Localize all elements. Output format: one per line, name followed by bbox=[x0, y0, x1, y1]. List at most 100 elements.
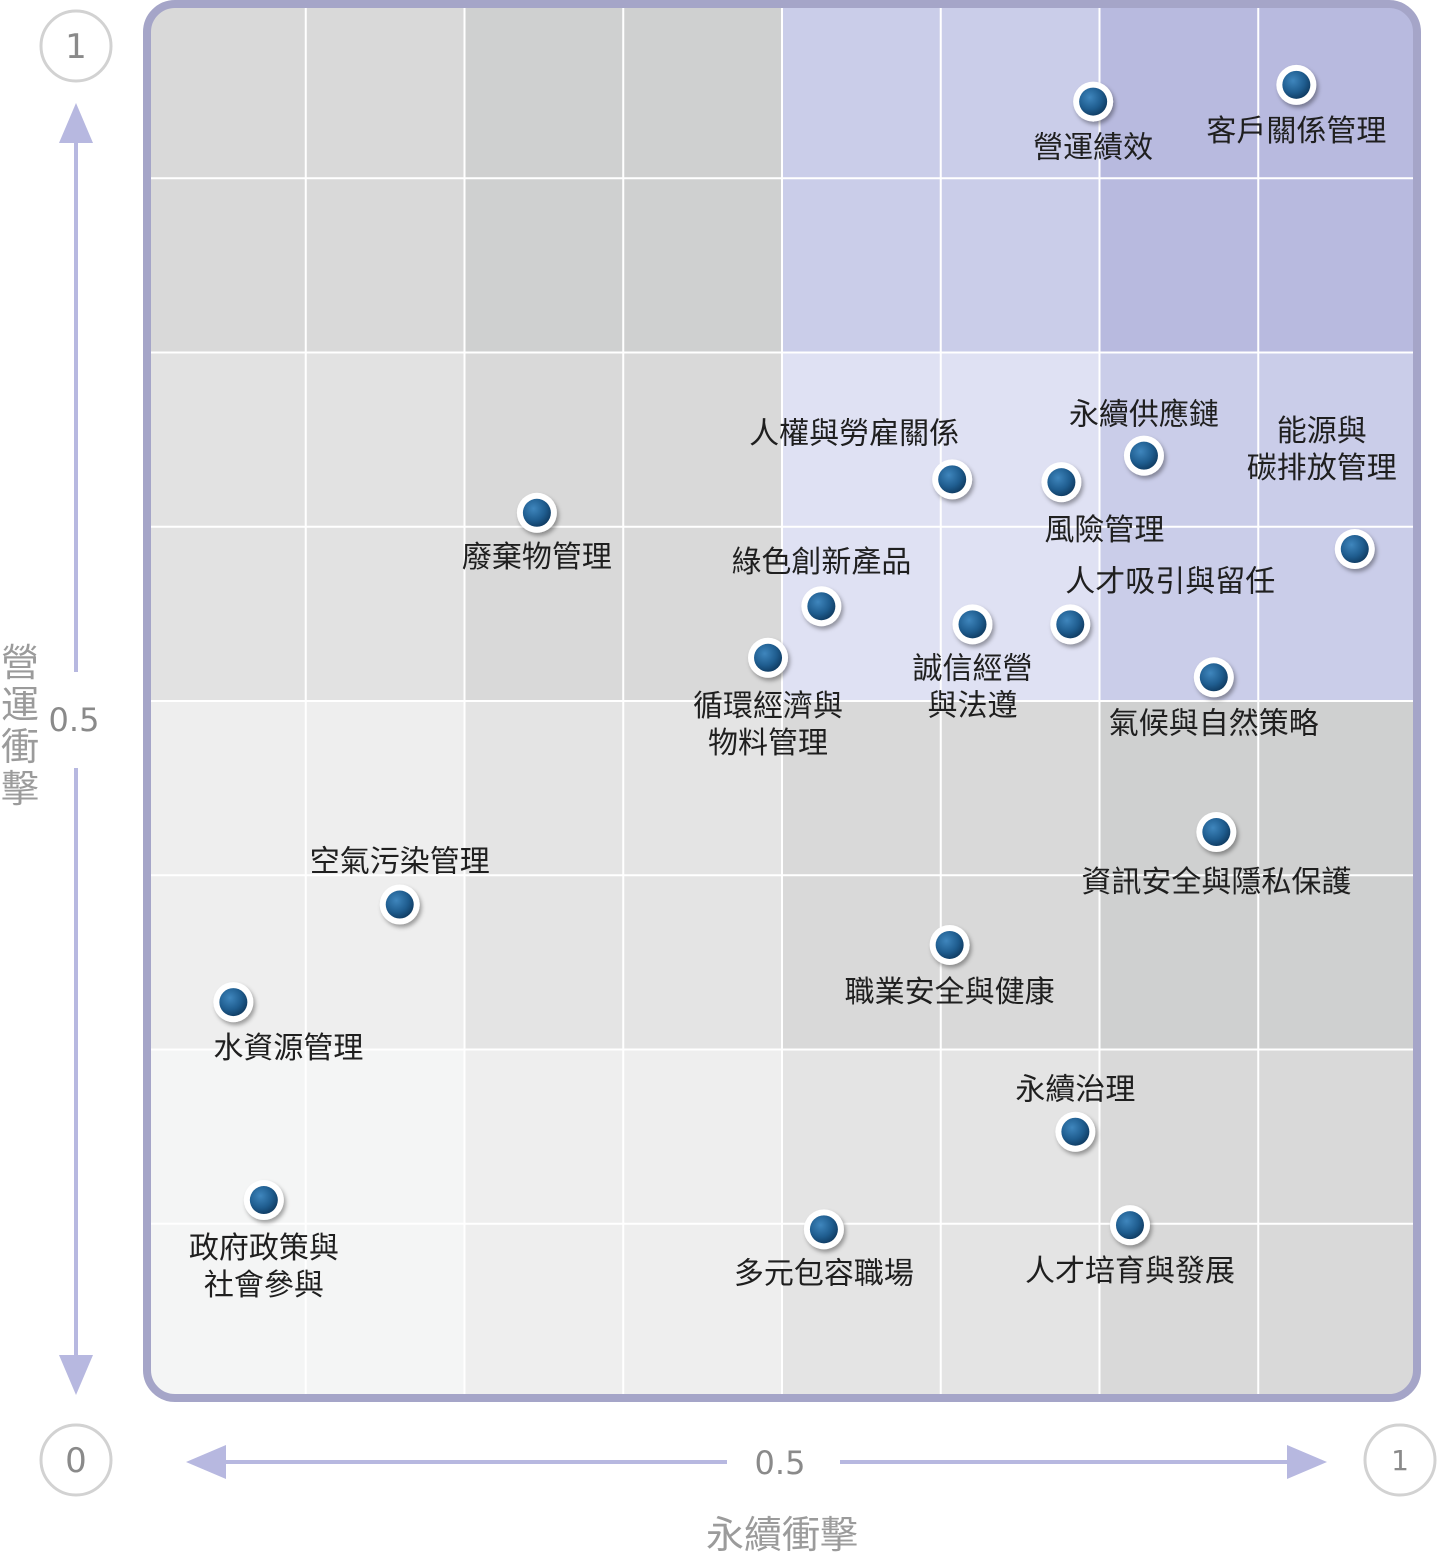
y-axis-title: 營運衝擊 bbox=[1, 641, 39, 811]
zone-cell bbox=[1258, 178, 1417, 353]
data-point bbox=[935, 930, 964, 959]
zone-cell bbox=[940, 701, 1100, 876]
data-point-label: 水資源管理 bbox=[213, 1031, 363, 1066]
data-point-label: 人才吸引與留任 bbox=[1065, 564, 1275, 599]
x-axis-arrow bbox=[186, 1445, 1327, 1479]
zone-cell bbox=[464, 178, 624, 353]
zone-cell bbox=[782, 701, 942, 876]
zone-cell bbox=[940, 178, 1100, 353]
zone-cell bbox=[940, 875, 1100, 1050]
data-point bbox=[522, 498, 551, 527]
data-point-label: 誠信經營與法遵 bbox=[913, 651, 1033, 723]
zone-cell bbox=[623, 875, 783, 1050]
zone-cell bbox=[305, 178, 465, 353]
zone-cell bbox=[1258, 352, 1417, 528]
zone-cell bbox=[940, 1223, 1100, 1398]
zone-cell bbox=[623, 1223, 783, 1398]
origin-marker: 0 bbox=[39, 1423, 113, 1497]
zone-cell bbox=[1258, 701, 1417, 876]
zone-cell bbox=[147, 526, 307, 702]
zone-cell bbox=[623, 178, 783, 353]
zone-cell bbox=[305, 1049, 465, 1225]
data-point-label: 多元包容職場 bbox=[734, 1256, 914, 1291]
data-point-label: 永續供應鏈 bbox=[1069, 398, 1219, 433]
zone-cell bbox=[1099, 701, 1259, 876]
x-mid-tick-label: 0.5 bbox=[755, 1444, 806, 1482]
zone-cell bbox=[1258, 875, 1417, 1050]
zone-cell bbox=[464, 875, 624, 1050]
zone-cell bbox=[1099, 178, 1259, 353]
zone-cell bbox=[623, 701, 783, 876]
data-point-label: 永續治理 bbox=[1015, 1073, 1135, 1108]
zone-cell bbox=[1099, 526, 1259, 702]
zone-cell bbox=[305, 4, 465, 179]
data-point-label: 客戶關係管理 bbox=[1206, 114, 1386, 149]
data-point-label: 職業安全與健康 bbox=[845, 975, 1055, 1010]
data-point bbox=[1079, 87, 1108, 116]
zone-cell bbox=[305, 352, 465, 528]
zone-cell bbox=[623, 352, 783, 528]
gridlines bbox=[147, 4, 1417, 1398]
data-point-label: 循環經濟與物料管理 bbox=[693, 689, 843, 761]
zone-cell bbox=[305, 1223, 465, 1398]
data-point bbox=[958, 610, 987, 639]
data-point-label: 廢棄物管理 bbox=[462, 540, 612, 575]
x-axis-title: 永續衝擊 bbox=[706, 1513, 858, 1554]
zone-cell bbox=[147, 4, 307, 179]
data-point-label: 氣候與自然策略 bbox=[1109, 706, 1319, 741]
zone-cell bbox=[147, 1223, 307, 1398]
data-point bbox=[249, 1186, 278, 1215]
data-point bbox=[219, 988, 248, 1017]
zone-cell bbox=[464, 1223, 624, 1398]
data-point-label: 人權與勞雇關係 bbox=[749, 416, 959, 451]
zone-cell bbox=[782, 1049, 942, 1225]
data-point-label: 風險管理 bbox=[1044, 513, 1164, 548]
zone-cell bbox=[623, 4, 783, 179]
zone-cell bbox=[1258, 1049, 1417, 1225]
zone-cell bbox=[782, 875, 942, 1050]
data-point-label: 空氣污染管理 bbox=[310, 845, 490, 880]
y-mid-tick-label: 0.5 bbox=[49, 701, 100, 739]
data-point-label: 綠色創新產品 bbox=[731, 545, 911, 580]
zone-cell bbox=[940, 352, 1100, 528]
zone-cell bbox=[623, 1049, 783, 1225]
heatmap-background bbox=[147, 4, 1417, 1398]
zone-cell bbox=[464, 1049, 624, 1225]
zone-cell bbox=[1099, 352, 1259, 528]
zone-cell bbox=[305, 526, 465, 702]
zone-cell bbox=[782, 352, 942, 528]
data-point bbox=[754, 643, 783, 672]
zone-cell bbox=[940, 4, 1100, 179]
zone-cell bbox=[147, 178, 307, 353]
data-point bbox=[1340, 535, 1369, 564]
data-point bbox=[938, 465, 967, 494]
y-max-marker: 1 bbox=[39, 9, 113, 83]
y-max-tick-label: 1 bbox=[65, 27, 87, 67]
zone-cell bbox=[782, 178, 942, 353]
zone-cell bbox=[1099, 875, 1259, 1050]
zone-cell bbox=[147, 701, 307, 876]
origin-tick-label: 0 bbox=[65, 1441, 87, 1481]
data-point-label: 營運績效 bbox=[1033, 131, 1153, 166]
data-point bbox=[1129, 441, 1158, 470]
data-point-label: 資訊安全與隱私保護 bbox=[1081, 865, 1351, 900]
plot-frame bbox=[143, 0, 1421, 1402]
data-point bbox=[1056, 610, 1085, 639]
x-max-tick-label: 1 bbox=[1391, 1444, 1409, 1477]
zone-cell bbox=[305, 701, 465, 876]
zone-cell bbox=[782, 4, 942, 179]
zone-cell bbox=[782, 1223, 942, 1398]
zone-cell bbox=[464, 4, 624, 179]
zone-cell bbox=[464, 701, 624, 876]
data-point bbox=[1047, 468, 1076, 497]
zone-cell bbox=[1099, 4, 1259, 179]
zone-cell bbox=[1258, 1223, 1417, 1398]
data-point-label: 政府政策與社會參與 bbox=[189, 1231, 339, 1303]
data-point-label: 人才培育與發展 bbox=[1025, 1254, 1235, 1289]
data-point bbox=[1115, 1211, 1144, 1240]
y-axis-arrow bbox=[59, 103, 93, 1395]
data-point bbox=[1061, 1117, 1090, 1146]
data-point bbox=[807, 592, 836, 621]
